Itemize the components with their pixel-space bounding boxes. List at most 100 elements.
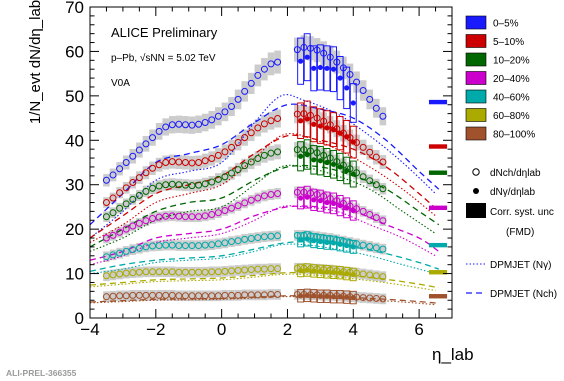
series-4-charged-point [234, 237, 242, 245]
series-4-charged-point [208, 241, 216, 249]
series-5-charged-point [359, 270, 367, 278]
series-6-syst-box [136, 290, 143, 301]
series-2-charged-point [181, 181, 189, 189]
series-6-syst-box [241, 289, 248, 301]
series-0-syst-box [155, 123, 163, 140]
series-5-syst-box [254, 263, 262, 275]
series-2-charged-point [254, 155, 262, 163]
legend-swatch-2 [465, 52, 487, 67]
series-6-gamma-syst-box [316, 289, 324, 303]
series-3-charged-point [142, 217, 150, 225]
series-0-charged-point [313, 46, 321, 54]
series-6-dpmjet-ch-curve [89, 295, 439, 304]
series-3-charged-point [168, 212, 176, 220]
series-0-gamma-point [344, 85, 350, 91]
series-3-charged-point [306, 189, 314, 197]
legend-label-2: 10–20% [493, 56, 530, 67]
charged-data-layer [102, 43, 387, 303]
series-2-charged-point [149, 184, 157, 192]
series-3-gamma-syst-box [303, 185, 311, 209]
series-5-charged-point [135, 268, 143, 276]
series-3-gamma-syst-box [336, 194, 344, 217]
series-3-syst-box [247, 194, 255, 206]
series-6-syst-box [122, 290, 130, 302]
series-1-charged-point [234, 139, 242, 147]
series-1-charged-point [260, 120, 268, 128]
series-1-syst-box [116, 187, 123, 199]
series-6-charged-point [234, 291, 242, 299]
series-1-charged-point [155, 161, 163, 169]
legend-label-1: 5–10% [493, 37, 524, 48]
series-2-charged-point [274, 148, 282, 156]
series-0-syst-box [162, 118, 169, 136]
series-6-syst-box [234, 290, 242, 301]
watermark: ALI-PREL-366355 [6, 368, 77, 378]
series-1-syst-box [215, 148, 222, 163]
series-3-syst-box [274, 188, 281, 200]
series-3-charged-point [188, 213, 196, 221]
series-0-charged-point [221, 108, 229, 116]
series-0-charged-point [168, 121, 176, 129]
series-1-charged-point [175, 158, 183, 166]
legend-black-box-icon [466, 203, 486, 218]
series-2-syst-box [103, 211, 110, 223]
series-3-charged-point [353, 205, 361, 213]
series-1-charged-point [306, 111, 314, 119]
series-2-syst-box [149, 182, 156, 195]
series-2-gamma-syst-box [336, 152, 344, 182]
series-4-charged-point [339, 237, 347, 245]
series-6-syst-box [261, 289, 268, 301]
series-5-charged-point [228, 267, 236, 275]
series-4-charged-point [306, 232, 314, 240]
legend-swatch-0 [465, 15, 487, 30]
series-3-syst-box [136, 218, 143, 229]
series-6-charged-point [195, 292, 203, 300]
series-5-gamma-point [324, 269, 330, 275]
series-0-charged-point [135, 146, 143, 154]
series-6-syst-box [254, 289, 262, 301]
series-6-charged-point [129, 291, 137, 299]
series-5-syst-box [228, 265, 235, 277]
series-6-charged-point [254, 291, 262, 299]
series-4-charged-point [313, 233, 321, 241]
series-1-syst-box [267, 111, 275, 130]
series-2-gamma-point [344, 167, 350, 174]
series-0-syst-box [228, 97, 235, 117]
series-1-syst-box [162, 155, 169, 170]
legend-label-fmd: (FMD) [506, 227, 534, 238]
series-0-syst-box [129, 149, 137, 164]
series-4-syst-box [142, 241, 150, 253]
series-3-syst-box [149, 213, 156, 224]
series-6-charged-point [221, 291, 229, 299]
series-2-charged-point [162, 181, 170, 189]
series-0-syst-box [274, 50, 281, 74]
series-1-charged-point [366, 148, 374, 156]
series-2-dpmjet-ch-curve [89, 164, 440, 248]
y-tick-label: 50 [65, 87, 84, 106]
series-6-charged-point [109, 292, 117, 300]
series-0-charged-point [359, 87, 367, 95]
series-6-charged-point [102, 293, 110, 301]
series-2-charged-point [320, 151, 328, 159]
series-2-charged-point [228, 169, 236, 177]
series-0-gamma-syst-box [349, 83, 357, 123]
series-2-charged-point [260, 151, 268, 159]
series-5-gamma-point [317, 268, 323, 274]
x-tick-label: 0 [217, 320, 226, 339]
series-2-syst-box [215, 173, 222, 186]
series-3-charged-point [274, 190, 282, 198]
series-4-syst-box [129, 244, 137, 255]
series-5-charged-point [109, 271, 117, 279]
series-2-charged-point [142, 187, 150, 195]
series-0-gamma-point [298, 58, 304, 64]
series-3-charged-point [346, 202, 354, 210]
series-1-gamma-point [317, 123, 323, 129]
series-2-gamma-syst-box [323, 148, 331, 177]
series-2-gamma-point [298, 153, 304, 159]
series-4-charged-point [214, 240, 222, 248]
series-0-syst-box [267, 52, 275, 76]
series-3-gamma-point [350, 207, 356, 214]
series-4-charged-point [195, 242, 203, 250]
legend-label-5: 60–80% [493, 111, 530, 122]
series-1-syst-box [254, 119, 262, 137]
